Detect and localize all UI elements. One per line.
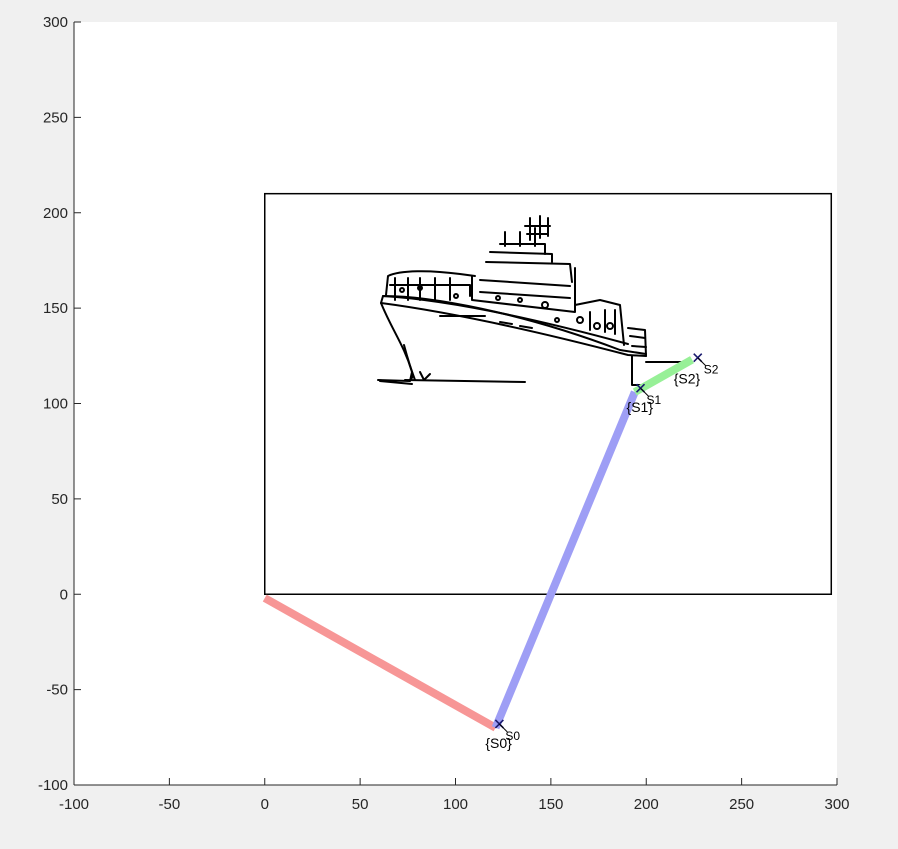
frame-s1: S1{S1} — [627, 383, 662, 415]
x-tick-label: 150 — [538, 796, 563, 813]
frame-axis-s1 — [640, 387, 649, 397]
x-tick-label: 250 — [729, 796, 754, 813]
plot-area — [74, 22, 837, 785]
frame-axis-s0 — [499, 723, 508, 733]
frame-tag-s0: S0 — [505, 729, 520, 743]
x-tick-label: 200 — [634, 796, 659, 813]
y-tick-label: -50 — [46, 682, 68, 699]
robot-link-2 — [632, 356, 695, 396]
y-tick-label: 0 — [60, 586, 68, 603]
robot-link-1 — [491, 390, 639, 730]
y-tick-label: 200 — [43, 205, 68, 222]
frame-label-s2: {S2} — [674, 371, 701, 387]
y-tick-label: 50 — [51, 491, 68, 508]
frame-s2: S2{S2} — [674, 353, 719, 387]
frame-tag-s1: S1 — [647, 393, 662, 407]
y-tick-label: 250 — [43, 109, 68, 126]
frame-axis-s2 — [697, 357, 707, 367]
x-tick-label: 0 — [261, 796, 269, 813]
ship-outline-drawing — [377, 215, 691, 386]
frame-label-s1: {S1} — [627, 399, 654, 415]
y-tick-label: 300 — [43, 14, 68, 31]
x-tick-label: 100 — [443, 796, 468, 813]
x-tick-label: -100 — [59, 796, 89, 813]
x-tick-label: -50 — [159, 796, 181, 813]
frame-label-s0: {S0} — [485, 735, 512, 751]
x-tick-label: 300 — [824, 796, 849, 813]
y-tick-label: 150 — [43, 300, 68, 317]
frame-s0: S0{S0} — [485, 719, 520, 751]
x-tick-label: 50 — [352, 796, 369, 813]
y-tick-label: 100 — [43, 396, 68, 413]
y-tick-label: -100 — [38, 777, 68, 794]
robot-link-0 — [262, 594, 498, 732]
frame-tag-s2: S2 — [704, 363, 719, 377]
